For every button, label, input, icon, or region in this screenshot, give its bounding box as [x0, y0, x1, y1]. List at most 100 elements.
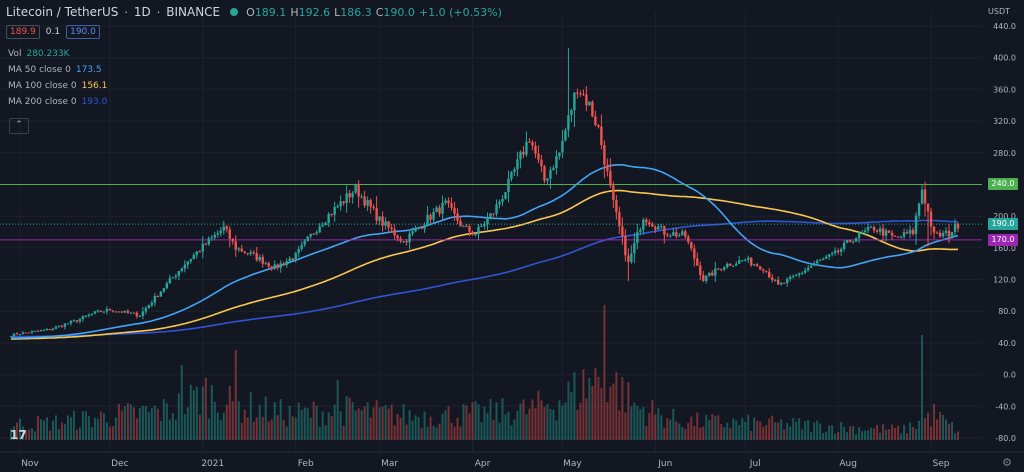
volume-bar: [645, 425, 648, 440]
candle-body: [702, 274, 705, 282]
candle-body: [231, 238, 234, 242]
candle-body: [108, 308, 112, 311]
candle-body: [944, 230, 948, 233]
high-value: 192.6: [298, 5, 331, 19]
candle-body: [633, 242, 636, 254]
indicator-value: 193.0: [81, 97, 108, 107]
candle-body: [459, 220, 462, 227]
candle-body: [642, 219, 645, 230]
volume-bar: [306, 408, 309, 440]
candle-body: [768, 271, 771, 278]
candle-body: [153, 295, 157, 303]
candle-body: [105, 308, 109, 312]
volume-bar: [291, 416, 294, 440]
symbol-separator: ·: [156, 5, 161, 19]
market-status-icon: [230, 8, 239, 16]
volume-bar: [774, 422, 777, 440]
candle-body: [468, 226, 471, 232]
candle-body: [408, 233, 411, 243]
candle-body: [866, 227, 870, 231]
candle-body: [327, 214, 330, 223]
candle-body: [429, 215, 432, 220]
volume-bar: [633, 402, 636, 440]
volume-bar: [777, 422, 780, 440]
sell-price-button[interactable]: 189.9: [6, 25, 40, 39]
candle-body: [207, 238, 210, 245]
candle-body: [839, 249, 843, 253]
indicator-ma200[interactable]: MA 200 close 0 193.0: [8, 97, 107, 107]
candle-body: [794, 274, 798, 277]
candle-body: [471, 231, 474, 235]
volume-bar: [513, 419, 516, 440]
volume-bar: [831, 425, 834, 440]
volume-bar: [549, 409, 552, 440]
volume-bar: [51, 420, 54, 440]
candle-body: [732, 265, 735, 267]
candle-body: [465, 226, 468, 228]
indicator-ma50[interactable]: MA 50 close 0 173.5: [8, 65, 102, 75]
volume-bar: [276, 415, 279, 440]
indicator-ma100[interactable]: MA 100 close 0 156.1: [8, 81, 107, 91]
volume-bar: [63, 424, 66, 440]
candle-body: [81, 316, 85, 320]
interval-label[interactable]: 1D: [133, 5, 151, 19]
candle-body: [192, 254, 196, 260]
candle-body: [645, 219, 648, 223]
candle-body: [249, 252, 252, 254]
volume-bar: [561, 405, 564, 440]
volume-bar: [444, 409, 447, 440]
indicator-volume[interactable]: Vol 280.233K: [8, 49, 70, 59]
candle-body: [926, 203, 930, 212]
gear-icon[interactable]: ⚙: [1002, 456, 1012, 469]
candle-body: [213, 234, 216, 238]
candle-body: [276, 264, 279, 268]
candle-body: [285, 261, 288, 265]
candle-body: [785, 279, 789, 284]
candle-body: [830, 253, 834, 255]
candle-body: [354, 184, 357, 193]
volume-bar: [45, 417, 48, 440]
candle-body: [306, 236, 309, 241]
candle-body: [717, 268, 720, 270]
volume-bar: [567, 381, 570, 440]
candle-body: [114, 311, 118, 313]
volume-bar: [174, 419, 177, 440]
y-tick-label: -40.0: [995, 402, 1016, 411]
volume-bar: [540, 400, 543, 440]
x-tick-label: Sep: [933, 459, 950, 469]
candle-body: [186, 261, 190, 265]
y-tick-label: 0.0: [1003, 371, 1016, 380]
x-tick-label: Feb: [298, 459, 314, 469]
volume-bar: [606, 402, 609, 440]
volume-bar: [888, 429, 891, 440]
volume-bar: [462, 404, 465, 440]
volume-bar: [249, 392, 252, 440]
x-tick-label: Jun: [657, 459, 672, 469]
candle-body: [902, 232, 906, 237]
change-value: +1.0 (+0.53%): [418, 5, 502, 19]
candle-body: [705, 275, 708, 282]
volume-bar: [240, 422, 243, 440]
volume-bar: [111, 426, 114, 440]
candle-body: [744, 259, 747, 261]
chevron-up-icon[interactable]: ⌃: [9, 118, 29, 134]
volume-bar: [564, 402, 567, 440]
volume-bar: [351, 402, 354, 440]
volume-bar: [108, 426, 111, 440]
buy-price-button[interactable]: 190.0: [66, 25, 100, 39]
volume-bar: [897, 425, 900, 440]
volume-bar: [657, 408, 660, 440]
candle-body: [636, 231, 639, 243]
volume-bar: [144, 406, 147, 440]
candle-body: [869, 227, 873, 229]
candle-body: [908, 229, 912, 234]
candle-body: [333, 206, 336, 215]
volume-bar: [129, 404, 132, 440]
volume-bar: [900, 433, 903, 440]
candle-body: [920, 189, 924, 204]
symbol-name[interactable]: Litecoin / TetherUS: [6, 5, 119, 19]
volume-bar: [714, 416, 717, 440]
candle-body: [612, 185, 615, 201]
candle-body: [672, 232, 675, 236]
